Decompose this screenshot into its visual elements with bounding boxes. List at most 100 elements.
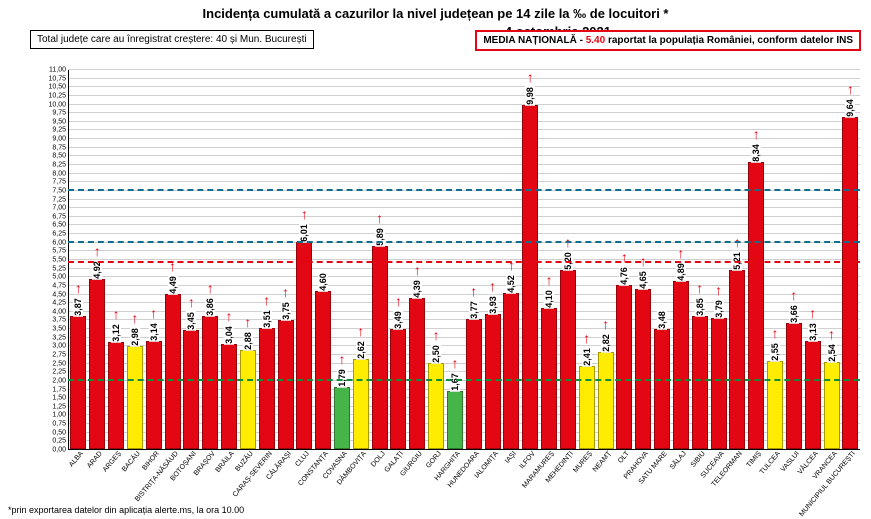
bar-value-label: 2,82	[601, 333, 611, 353]
bar	[711, 318, 727, 449]
bar	[221, 344, 237, 449]
bar	[202, 316, 218, 449]
growth-counties-box: Total județe care au înregistrat creșter…	[30, 30, 314, 49]
bar-slot: 3,87↑ALBA	[69, 70, 88, 449]
reference-line	[68, 189, 860, 191]
y-tick: 2,00	[52, 377, 66, 384]
trend-arrow-up-icon: ↑	[207, 285, 214, 292]
bar-slot: 9,98↑ILFOV	[521, 70, 540, 449]
trend-arrow-up-icon: ↑	[226, 313, 233, 320]
y-tick: 8,50	[52, 153, 66, 160]
trend-arrow-up-icon: ↑	[113, 311, 120, 318]
trend-arrow-up-icon: ↑	[131, 315, 138, 322]
bar-slot: 2,88↑BUZĂU	[238, 70, 257, 449]
y-tick: 0,00	[52, 447, 66, 454]
y-tick: 8,00	[52, 170, 66, 177]
y-tick: 7,00	[52, 205, 66, 212]
bar-slot: 3,93↑IALOMIȚA	[483, 70, 502, 449]
trend-arrow-up-icon: ↑	[395, 298, 402, 305]
bar	[485, 314, 501, 449]
trend-arrow-up-icon: ↑	[263, 297, 270, 304]
y-tick: 8,75	[52, 144, 66, 151]
bar-value-label: 3,49	[393, 310, 403, 330]
y-tick: 2,75	[52, 352, 66, 359]
trend-arrow-up-icon: ↑	[376, 215, 383, 222]
bar-slot: 1,67↑HARGHITA	[446, 70, 465, 449]
x-axis-label: BACĂU	[119, 449, 141, 473]
bar	[334, 387, 350, 449]
bar	[240, 350, 256, 449]
bar-value-label: 2,98	[130, 328, 140, 348]
bar-value-label: 3,86	[205, 297, 215, 317]
bar	[70, 316, 86, 449]
y-tick: 3,50	[52, 326, 66, 333]
y-tick: 5,75	[52, 248, 66, 255]
bar	[692, 316, 708, 449]
bar-value-label: 4,49	[168, 276, 178, 296]
y-tick: 10,00	[48, 101, 66, 108]
bar	[598, 352, 614, 449]
bar-slot: 2,82↑NEAMȚ	[596, 70, 615, 449]
trend-arrow-up-icon: ↑	[753, 131, 760, 138]
bar-slot: 3,66↑VASLUI	[784, 70, 803, 449]
trend-arrow-up-icon: ↑	[602, 321, 609, 328]
bar	[108, 342, 124, 449]
trend-arrow-up-icon: ↑	[169, 263, 176, 270]
y-tick: 0,25	[52, 438, 66, 445]
bar-slot: 4,76↑OLT	[615, 70, 634, 449]
bar-slot: 3,77↑HUNEDOARA	[464, 70, 483, 449]
bar-value-label: 3,48	[657, 310, 667, 330]
trend-arrow-up-icon: ↑	[489, 283, 496, 290]
trend-arrow-up-icon: ↑	[339, 356, 346, 363]
y-tick: 6,25	[52, 231, 66, 238]
bar-slot: 3,85↑SIBIU	[690, 70, 709, 449]
bar	[824, 362, 840, 450]
bar-slot: 6,01↑CLUJ	[295, 70, 314, 449]
bar-value-label: 4,92	[92, 261, 102, 281]
bar	[805, 341, 821, 449]
bar	[522, 105, 538, 449]
bar-slot: 9,64↑MUNICIPIUL BUCUREȘTI	[841, 70, 860, 449]
bar-slot: 1,79↑COVASNA	[333, 70, 352, 449]
bar-value-label: 1,67	[450, 373, 460, 393]
trend-arrow-up-icon: ↑	[809, 310, 816, 317]
bar-value-label: 2,50	[431, 344, 441, 364]
trend-arrow-up-icon: ↑	[282, 289, 289, 296]
bar-value-label: 3,66	[789, 304, 799, 324]
bar-value-label: 2,54	[827, 343, 837, 363]
y-tick: 2,25	[52, 369, 66, 376]
trend-arrow-up-icon: ↑	[790, 292, 797, 299]
y-tick: 5,25	[52, 265, 66, 272]
trend-arrow-up-icon: ↑	[414, 267, 421, 274]
bar	[409, 298, 425, 449]
x-axis-label: IAȘI	[503, 449, 518, 465]
national-avg-suffix: raportat la populația României, conform …	[605, 35, 853, 46]
y-tick: 10,75	[48, 75, 66, 82]
reference-line	[68, 261, 860, 263]
bar-slot: 3,14↑BIHOR	[144, 70, 163, 449]
national-avg-value: 5.40	[586, 35, 605, 46]
bar-value-label: 2,55	[770, 342, 780, 362]
bar	[503, 293, 519, 449]
bar-slot: 5,20↑MEHEDINȚI	[559, 70, 578, 449]
bar-slot: 4,92↑ARAD	[88, 70, 107, 449]
bar-value-label: 4,76	[619, 266, 629, 286]
bar-value-label: 3,13	[808, 322, 818, 342]
bar	[296, 242, 312, 449]
y-tick: 6,00	[52, 239, 66, 246]
y-tick: 10,50	[48, 84, 66, 91]
bar	[654, 329, 670, 449]
trend-arrow-up-icon: ↑	[696, 285, 703, 292]
footnote: *prin exportarea datelor din aplicația a…	[8, 505, 244, 515]
bar-slot: 3,49↑GALAȚI	[389, 70, 408, 449]
trend-arrow-up-icon: ↑	[546, 277, 553, 284]
bar-value-label: 4,10	[544, 289, 554, 309]
bar-slot: 8,34↑TIMIȘ	[747, 70, 766, 449]
y-tick: 11,00	[49, 67, 66, 74]
bar	[428, 363, 444, 449]
y-tick: 1,75	[52, 386, 66, 393]
bar	[390, 329, 406, 449]
bar	[315, 291, 331, 449]
y-tick: 0,75	[52, 421, 66, 428]
bar-value-label: 3,93	[488, 295, 498, 315]
